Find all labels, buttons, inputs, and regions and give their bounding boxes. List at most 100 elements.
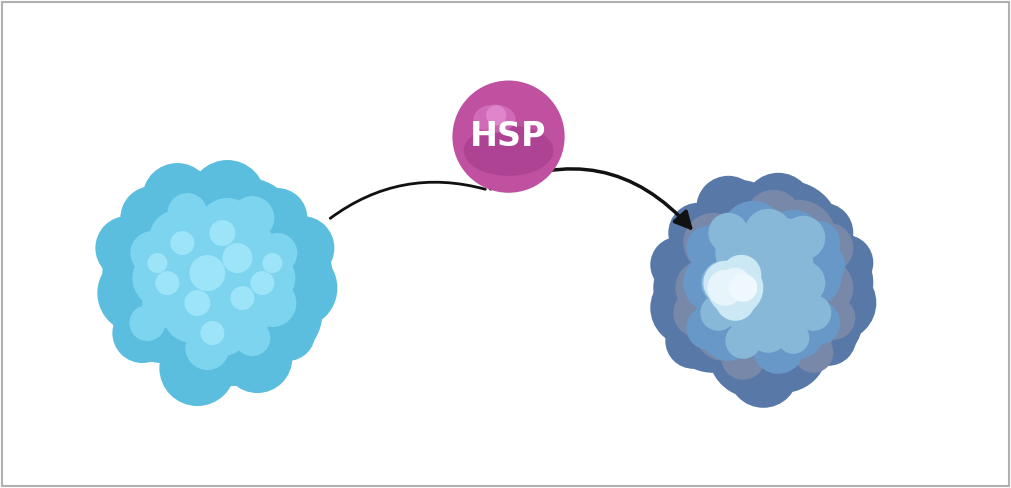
Circle shape	[708, 270, 743, 306]
Circle shape	[704, 261, 747, 305]
Circle shape	[721, 255, 761, 295]
Circle shape	[140, 175, 236, 271]
Circle shape	[772, 307, 824, 359]
Circle shape	[721, 336, 765, 380]
Circle shape	[796, 295, 831, 331]
Circle shape	[750, 270, 826, 346]
Circle shape	[650, 270, 726, 346]
Circle shape	[184, 290, 280, 386]
Circle shape	[777, 322, 809, 354]
Circle shape	[102, 228, 192, 318]
Circle shape	[163, 283, 222, 343]
Circle shape	[709, 308, 799, 398]
Circle shape	[754, 294, 803, 342]
Ellipse shape	[464, 125, 553, 176]
Circle shape	[452, 81, 565, 193]
Circle shape	[143, 163, 212, 233]
Circle shape	[817, 235, 874, 291]
Circle shape	[156, 271, 179, 295]
Circle shape	[260, 305, 315, 361]
Circle shape	[804, 223, 853, 273]
Circle shape	[185, 326, 229, 370]
Circle shape	[718, 248, 758, 288]
Circle shape	[270, 216, 335, 280]
Circle shape	[753, 218, 813, 278]
Circle shape	[194, 300, 251, 356]
Circle shape	[760, 200, 836, 276]
Circle shape	[231, 286, 255, 310]
Circle shape	[802, 243, 845, 287]
Circle shape	[263, 253, 282, 273]
Circle shape	[184, 290, 210, 316]
Circle shape	[696, 305, 751, 361]
Circle shape	[716, 225, 771, 281]
Circle shape	[745, 190, 802, 246]
Circle shape	[708, 260, 763, 316]
Circle shape	[697, 176, 760, 240]
Circle shape	[748, 313, 789, 353]
Circle shape	[197, 178, 297, 278]
Circle shape	[801, 310, 856, 366]
Circle shape	[258, 248, 338, 328]
Circle shape	[197, 198, 258, 258]
Circle shape	[209, 220, 236, 246]
Circle shape	[219, 280, 275, 336]
Circle shape	[728, 338, 799, 408]
Circle shape	[797, 301, 840, 345]
Circle shape	[686, 226, 730, 270]
Circle shape	[753, 223, 833, 303]
Circle shape	[143, 208, 292, 358]
Circle shape	[129, 305, 166, 341]
Circle shape	[773, 303, 833, 363]
Circle shape	[150, 210, 205, 266]
Circle shape	[222, 263, 323, 363]
Circle shape	[235, 320, 270, 356]
Circle shape	[189, 255, 225, 291]
Circle shape	[691, 180, 787, 276]
Circle shape	[725, 323, 761, 359]
Circle shape	[97, 253, 177, 333]
Circle shape	[786, 250, 841, 306]
Circle shape	[171, 231, 194, 255]
Circle shape	[258, 233, 297, 273]
Circle shape	[243, 228, 333, 318]
Circle shape	[765, 210, 821, 266]
Circle shape	[665, 313, 721, 369]
Circle shape	[160, 330, 236, 406]
Circle shape	[160, 295, 256, 391]
Circle shape	[784, 238, 874, 328]
Circle shape	[743, 173, 813, 243]
Circle shape	[797, 221, 840, 265]
Circle shape	[486, 105, 507, 125]
Circle shape	[773, 243, 813, 283]
Circle shape	[763, 268, 863, 368]
Circle shape	[750, 215, 866, 331]
Circle shape	[736, 181, 840, 285]
Circle shape	[752, 322, 805, 374]
Circle shape	[653, 243, 743, 333]
Circle shape	[726, 291, 770, 335]
Circle shape	[658, 218, 778, 338]
Circle shape	[249, 279, 296, 327]
Circle shape	[782, 261, 825, 305]
Circle shape	[701, 305, 756, 361]
Circle shape	[132, 248, 192, 308]
Circle shape	[207, 218, 277, 288]
Circle shape	[683, 253, 743, 313]
Circle shape	[706, 275, 782, 351]
Circle shape	[112, 303, 172, 363]
Circle shape	[744, 209, 793, 257]
Circle shape	[663, 273, 763, 373]
Circle shape	[209, 210, 326, 326]
Circle shape	[143, 278, 192, 328]
Circle shape	[148, 253, 168, 273]
Circle shape	[794, 333, 833, 373]
Circle shape	[251, 271, 274, 295]
Circle shape	[709, 213, 748, 253]
Circle shape	[729, 274, 757, 302]
Circle shape	[686, 306, 730, 350]
Circle shape	[668, 203, 728, 263]
Circle shape	[112, 263, 212, 363]
Circle shape	[130, 231, 174, 275]
Circle shape	[794, 203, 853, 263]
